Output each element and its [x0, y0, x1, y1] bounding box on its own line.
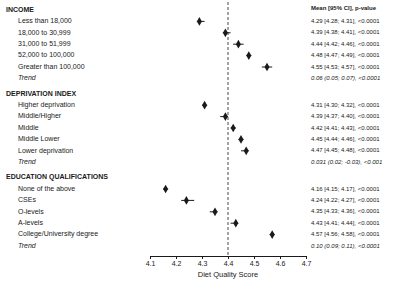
trend-text: 0.031 (0.02; -0.03), <0.001 — [311, 159, 382, 165]
value-label: 4.35 [4.33; 4.36], <0.0001 — [311, 208, 380, 214]
x-tick-mark — [254, 256, 255, 259]
row-label: Higher deprivation — [18, 101, 75, 109]
x-axis-line — [151, 257, 307, 260]
x-tick: 4.6 — [276, 256, 286, 267]
row-label: CSEs — [18, 196, 36, 203]
x-tick-label: 4.7 — [302, 260, 312, 267]
x-tick: 4.1 — [146, 256, 156, 267]
x-tick-mark — [280, 256, 281, 259]
row-label: Middle/Higher — [18, 112, 62, 120]
point-estimate — [238, 135, 243, 144]
x-tick: 4.2 — [172, 256, 182, 267]
point-estimate — [231, 124, 236, 133]
row-label: Middle Lower — [18, 135, 60, 142]
point-estimate — [197, 17, 202, 26]
column-header: Mean [95% CI], p-value — [311, 5, 377, 11]
x-axis-title: Diet Quality Score — [198, 270, 258, 279]
point-estimate — [223, 28, 228, 37]
value-label: 4.24 [4.22; 4.27], <0.0001 — [311, 197, 380, 203]
x-tick-mark — [150, 256, 151, 259]
trend-label: Trend — [18, 158, 37, 165]
value-label: 4.47 [4.45; 4.48], <0.0001 — [311, 147, 380, 153]
point-estimate — [244, 146, 249, 155]
value-label: 4.48 [4.47; 4.49], <0.0001 — [311, 52, 380, 58]
group-title: DEPRIVATION INDEX — [6, 90, 76, 97]
row-label: 31,000 to 51,999 — [18, 40, 71, 47]
value-label: 4.44 [4.42; 4.46], <0.0001 — [311, 41, 380, 47]
row-label: 18,000 to 30,999 — [18, 29, 71, 36]
point-estimate — [246, 51, 251, 60]
value-label: 4.55 [4.53; 4.57], <0.0001 — [311, 64, 380, 70]
row-label: 52,000 to 100,000 — [18, 51, 75, 58]
value-label: 4.39 [4.38; 4.41], <0.0001 — [311, 29, 380, 35]
value-label: 4.31 [4.30; 4.32], <0.0001 — [311, 102, 380, 108]
row-label: Middle — [18, 124, 39, 131]
x-tick: 4.4 — [224, 256, 234, 267]
value-label: 4.29 [4.28; 4.31], <0.0001 — [311, 18, 380, 24]
x-tick: 4.7 — [302, 256, 312, 267]
x-tick-label: 4.3 — [198, 260, 208, 267]
reference-line — [228, 2, 229, 256]
value-label: 4.39 [4.37; 4.40], <0.0001 — [311, 113, 380, 119]
value-label: 4.43 [4.41; 4.44], <0.0001 — [311, 220, 380, 226]
x-tick: 4.3 — [198, 256, 208, 267]
x-tick-mark — [306, 256, 307, 259]
point-estimate — [202, 101, 207, 110]
row-label: None of the above — [18, 185, 75, 192]
x-tick-label: 4.6 — [276, 260, 286, 267]
plot-marks — [163, 2, 275, 256]
forest-plot: Mean [95% CI], p-value INCOME Less than 18… — [0, 0, 401, 282]
point-estimate — [270, 230, 275, 239]
trend-label: Trend — [18, 242, 37, 249]
row-label: Lower deprivation — [18, 147, 73, 155]
group-title: INCOME — [6, 6, 34, 13]
x-tick-label: 4.1 — [146, 260, 156, 267]
row-label: A-levels — [18, 219, 43, 226]
row-label: O-levels — [18, 208, 44, 215]
trend-label: Trend — [18, 74, 37, 81]
text-layer: Mean [95% CI], p-value INCOME Less than 18… — [6, 5, 382, 249]
point-estimate — [223, 112, 228, 121]
point-estimate — [236, 40, 241, 49]
point-estimate — [212, 207, 217, 216]
point-estimate — [184, 196, 189, 205]
x-tick-mark — [228, 256, 229, 259]
value-label: 4.42 [4.41; 4.43], <0.0001 — [311, 125, 380, 131]
row-label: College/University degree — [18, 230, 98, 238]
trend-text: 0.10 (0.09; 0.11), <0.0001 — [311, 243, 380, 249]
point-estimate — [264, 63, 269, 72]
value-label: 4.57 [4.56; 4.58], <0.0001 — [311, 231, 380, 237]
trend-text: 0.06 (0.05; 0.07), <0.0001 — [311, 75, 380, 81]
group-title: EDUCATION QUALIFICATIONS — [6, 173, 108, 181]
point-estimate — [233, 219, 238, 228]
x-tick-mark — [202, 256, 203, 259]
row-label: Greater than 100,000 — [18, 63, 85, 70]
x-tick: 4.5 — [250, 256, 260, 267]
x-tick-mark — [176, 256, 177, 259]
point-estimate — [163, 185, 168, 194]
row-label: Less than 18,000 — [18, 17, 72, 24]
x-tick-label: 4.4 — [224, 260, 234, 267]
x-tick-label: 4.2 — [172, 260, 182, 267]
value-label: 4.45 [4.44; 4.46], <0.0001 — [311, 136, 380, 142]
x-axis: 4.1 4.2 4.3 4.4 4.5 4.6 4.7 — [146, 256, 312, 267]
value-label: 4.16 [4.15; 4.17], <0.0001 — [311, 186, 380, 192]
x-tick-label: 4.5 — [250, 260, 260, 267]
